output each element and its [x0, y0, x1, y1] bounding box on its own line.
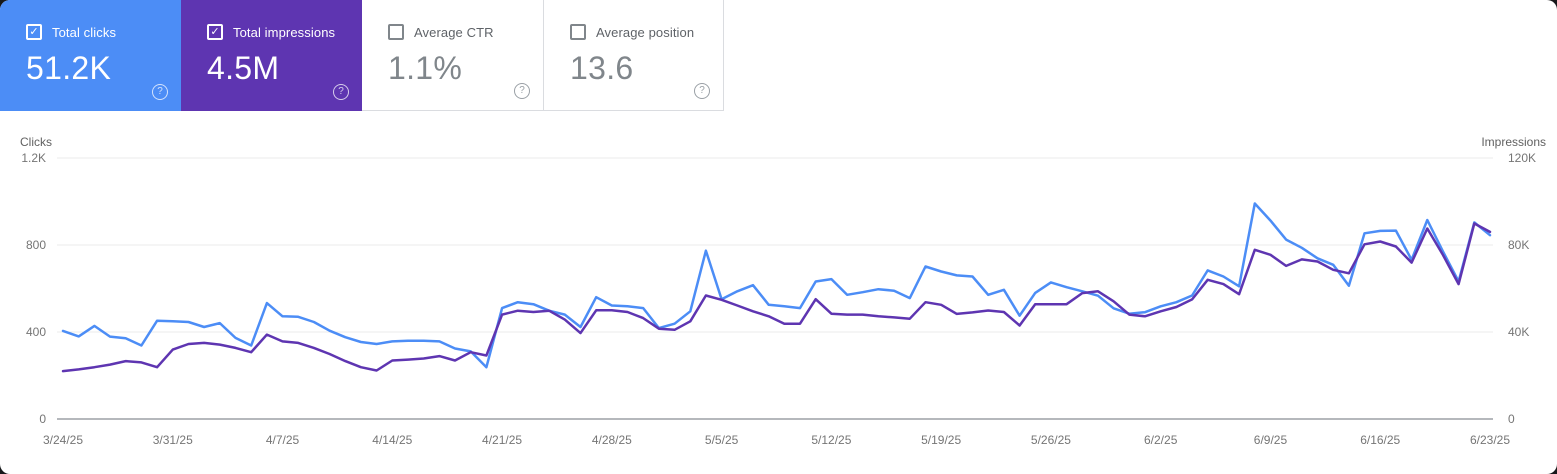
right-axis-title: Impressions	[1481, 135, 1546, 149]
help-icon[interactable]: ?	[333, 84, 349, 100]
left-axis-tick: 0	[39, 412, 46, 426]
average-ctr-label: Average CTR	[414, 24, 494, 40]
card-total-clicks-header: ✓ Total clicks	[26, 24, 181, 40]
x-axis-date-label: 6/23/25	[1469, 433, 1511, 447]
average-position-checkbox[interactable]	[570, 24, 586, 40]
right-axis-tick: 120K	[1508, 151, 1537, 165]
average-position-value: 13.6	[570, 50, 634, 86]
card-total-impressions[interactable]: ✓ Total impressions 4.5M ?	[181, 0, 362, 111]
total-impressions-label: Total impressions	[233, 24, 336, 40]
x-axis-date-label: 4/28/25	[591, 433, 632, 447]
x-axis-date-label: 3/24/25	[42, 433, 84, 447]
help-icon[interactable]: ?	[694, 83, 710, 99]
x-axis-date-label: 5/26/25	[1030, 433, 1071, 447]
left-axis-tick: 400	[25, 325, 46, 339]
card-average-position[interactable]: Average position 13.6 ?	[543, 0, 724, 111]
total-impressions-value: 4.5M	[207, 50, 280, 86]
left-axis-title: Clicks	[20, 135, 52, 149]
average-ctr-checkbox[interactable]	[388, 24, 404, 40]
left-axis-tick: 1.2K	[21, 151, 46, 165]
x-axis-date-label: 6/9/25	[1253, 433, 1288, 447]
total-clicks-label: Total clicks	[52, 24, 117, 40]
right-axis-tick: 40K	[1508, 325, 1530, 339]
x-axis-date-label: 4/7/25	[265, 433, 300, 447]
x-axis-date-label: 4/14/25	[372, 433, 413, 447]
help-icon[interactable]: ?	[514, 83, 530, 99]
left-axis-tick: 800	[25, 238, 46, 252]
right-axis-tick: 0	[1508, 412, 1515, 426]
impressions-line[interactable]	[61, 222, 1492, 373]
x-axis-date-label: 6/2/25	[1144, 433, 1178, 447]
x-axis-date-label: 4/21/25	[482, 433, 523, 447]
card-total-impressions-header: ✓ Total impressions	[207, 24, 362, 40]
x-axis-date-label: 5/12/25	[811, 433, 852, 447]
card-average-ctr-header: Average CTR	[388, 24, 543, 40]
average-ctr-value: 1.1%	[388, 50, 463, 86]
total-clicks-value: 51.2K	[26, 50, 112, 86]
average-position-label: Average position	[596, 24, 695, 40]
x-axis-date-label: 3/31/25	[152, 433, 193, 447]
x-axis-date-label: 5/19/25	[921, 433, 962, 447]
help-icon[interactable]: ?	[152, 84, 168, 100]
clicks-line[interactable]	[61, 202, 1492, 369]
card-average-ctr[interactable]: Average CTR 1.1% ?	[362, 0, 543, 111]
card-total-clicks[interactable]: ✓ Total clicks 51.2K ?	[0, 0, 181, 111]
total-impressions-checkbox[interactable]: ✓	[207, 24, 223, 40]
x-axis-date-label: 6/16/25	[1360, 433, 1401, 447]
right-axis-tick: 80K	[1508, 238, 1530, 252]
total-clicks-checkbox[interactable]: ✓	[26, 24, 42, 40]
x-axis-date-label: 5/5/25	[704, 433, 739, 447]
metric-cards-row: ✓ Total clicks 51.2K ? ✓ Total impressio…	[0, 0, 724, 111]
card-average-position-header: Average position	[570, 24, 723, 40]
